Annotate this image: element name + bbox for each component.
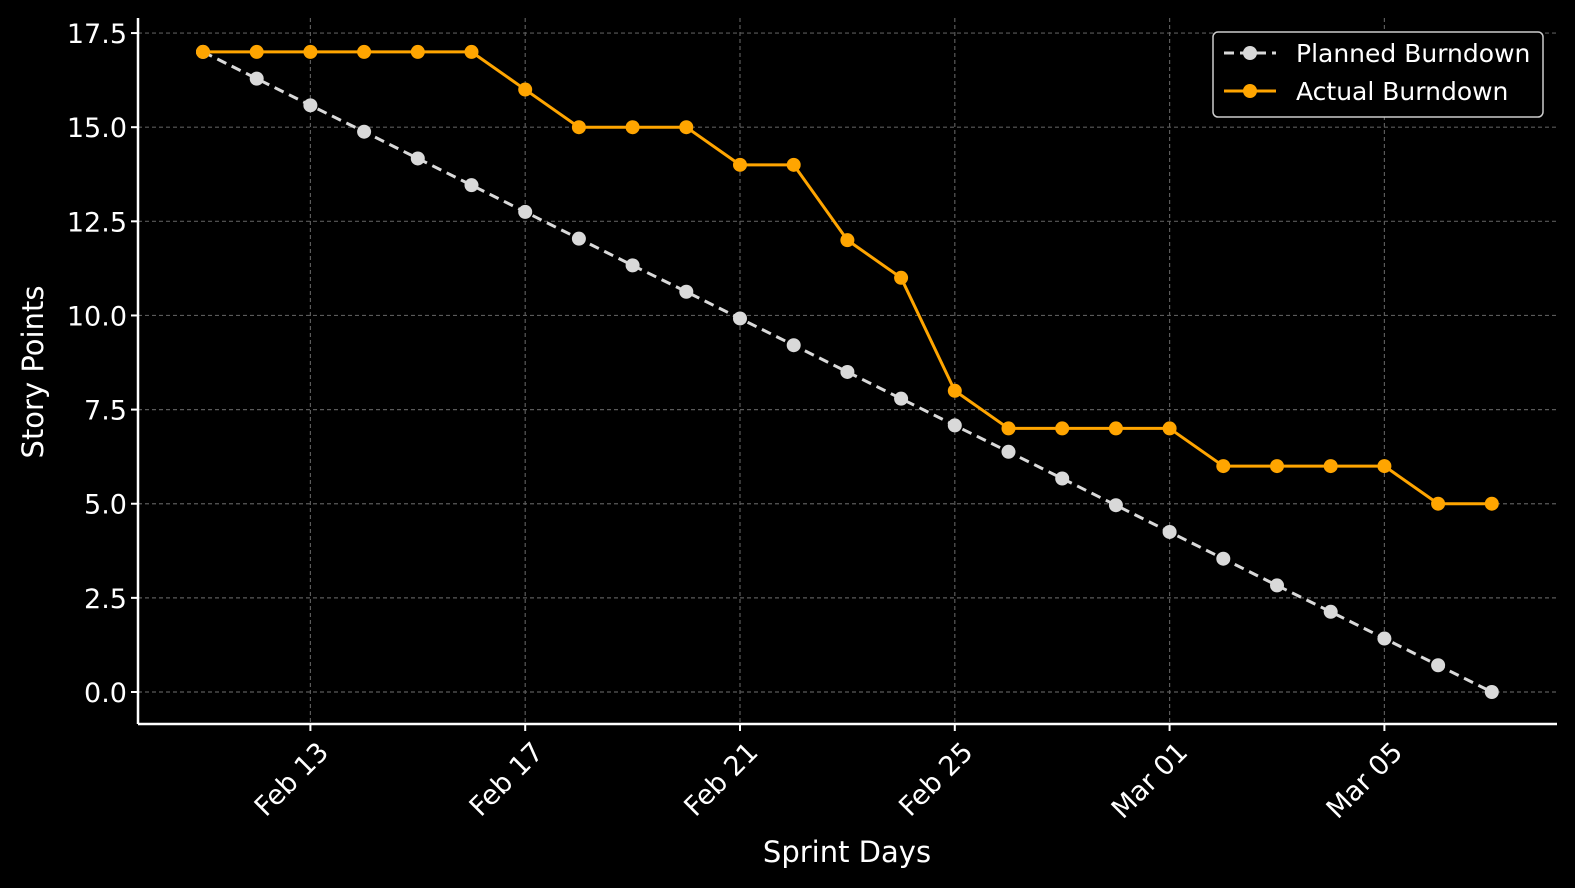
series-group <box>196 44 1499 699</box>
data-point-actual <box>733 157 747 172</box>
data-point-actual <box>1431 496 1446 511</box>
data-point-actual <box>1055 421 1070 436</box>
data-point-actual <box>464 44 479 59</box>
data-point-actual <box>1162 421 1177 436</box>
legend-box <box>1212 31 1544 118</box>
legend-actual-marker <box>1243 84 1257 98</box>
y-tick-label: 2.5 <box>84 584 127 615</box>
data-point-planned <box>1216 551 1231 566</box>
data-point-planned <box>303 98 318 113</box>
data-point-actual <box>196 44 210 59</box>
data-point-actual <box>357 44 372 59</box>
y-tick-label: 17.5 <box>67 19 127 50</box>
y-tick-label: 0.0 <box>84 678 127 709</box>
data-point-planned <box>410 151 425 166</box>
legend: Planned Burndown Actual Burndown <box>1212 31 1544 118</box>
legend-actual-label: Actual Burndown <box>1296 77 1508 106</box>
data-point-planned <box>1377 631 1392 646</box>
data-point-planned <box>679 284 694 299</box>
data-point-planned <box>625 258 640 273</box>
data-point-planned <box>786 338 801 353</box>
data-point-actual <box>518 82 533 97</box>
data-point-actual <box>679 120 694 135</box>
axes <box>131 18 1557 731</box>
y-tick-label: 5.0 <box>84 490 127 521</box>
y-tick-label: 12.5 <box>67 207 127 238</box>
data-point-planned <box>1108 498 1123 513</box>
data-point-planned <box>571 231 586 246</box>
y-tick-label: 15.0 <box>67 113 127 144</box>
legend-planned-label: Planned Burndown <box>1296 39 1530 68</box>
data-point-actual <box>894 270 909 285</box>
data-point-actual <box>1108 421 1123 436</box>
data-point-planned <box>1001 444 1016 459</box>
data-point-planned <box>840 364 855 379</box>
data-point-planned <box>1431 658 1446 673</box>
data-point-planned <box>1323 604 1338 619</box>
data-point-actual <box>947 383 962 398</box>
data-point-planned <box>1055 471 1070 486</box>
data-point-planned <box>357 124 372 139</box>
data-point-actual <box>1377 459 1392 474</box>
y-tick-label: 10.0 <box>67 301 127 332</box>
data-point-actual <box>249 44 264 59</box>
data-point-actual <box>1484 496 1499 511</box>
data-point-actual <box>840 233 855 248</box>
data-point-planned <box>733 311 747 326</box>
data-point-actual <box>410 44 425 59</box>
data-point-actual <box>303 44 318 59</box>
data-point-actual <box>786 157 801 172</box>
data-point-actual <box>1323 459 1338 474</box>
data-point-planned <box>1484 684 1499 699</box>
data-point-planned <box>1162 524 1177 539</box>
data-point-planned <box>1270 578 1284 593</box>
data-point-planned <box>947 418 962 433</box>
data-point-actual <box>571 120 586 135</box>
y-tick-label: 7.5 <box>84 396 127 427</box>
data-point-actual <box>625 120 640 135</box>
data-point-planned <box>894 391 909 406</box>
y-axis-title: Story Points <box>16 286 50 459</box>
x-axis-title: Sprint Days <box>763 835 931 869</box>
data-point-actual <box>1216 459 1231 474</box>
data-point-planned <box>249 71 264 86</box>
data-point-actual <box>1001 421 1016 436</box>
data-point-actual <box>1270 459 1284 474</box>
data-point-planned <box>518 204 533 219</box>
data-point-planned <box>464 178 479 193</box>
legend-planned-marker <box>1243 46 1257 60</box>
grid-lines <box>138 18 1557 724</box>
